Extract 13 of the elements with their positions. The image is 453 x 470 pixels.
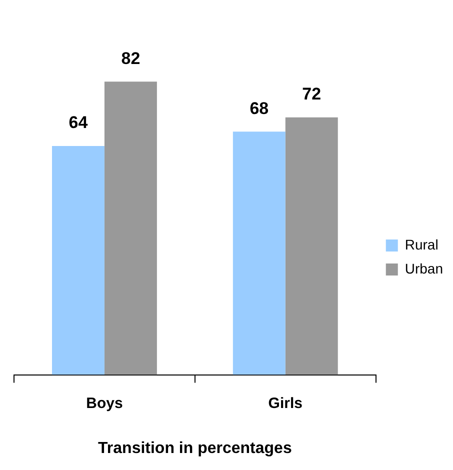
data-label: 64: [68, 113, 88, 132]
data-label: 68: [250, 98, 269, 118]
data-label: 72: [302, 84, 322, 104]
bar: [52, 146, 104, 375]
x-axis-title: Transition in percentages: [98, 440, 292, 457]
x-tick-label: Boys: [86, 394, 123, 412]
legend-label: Rural: [404, 236, 438, 252]
x-tick-label: Girls: [268, 394, 302, 412]
data-label: 82: [121, 48, 140, 68]
legend-label: Urban: [404, 260, 444, 276]
bar: [104, 82, 157, 375]
bar: [232, 132, 286, 375]
bar: [285, 117, 338, 375]
